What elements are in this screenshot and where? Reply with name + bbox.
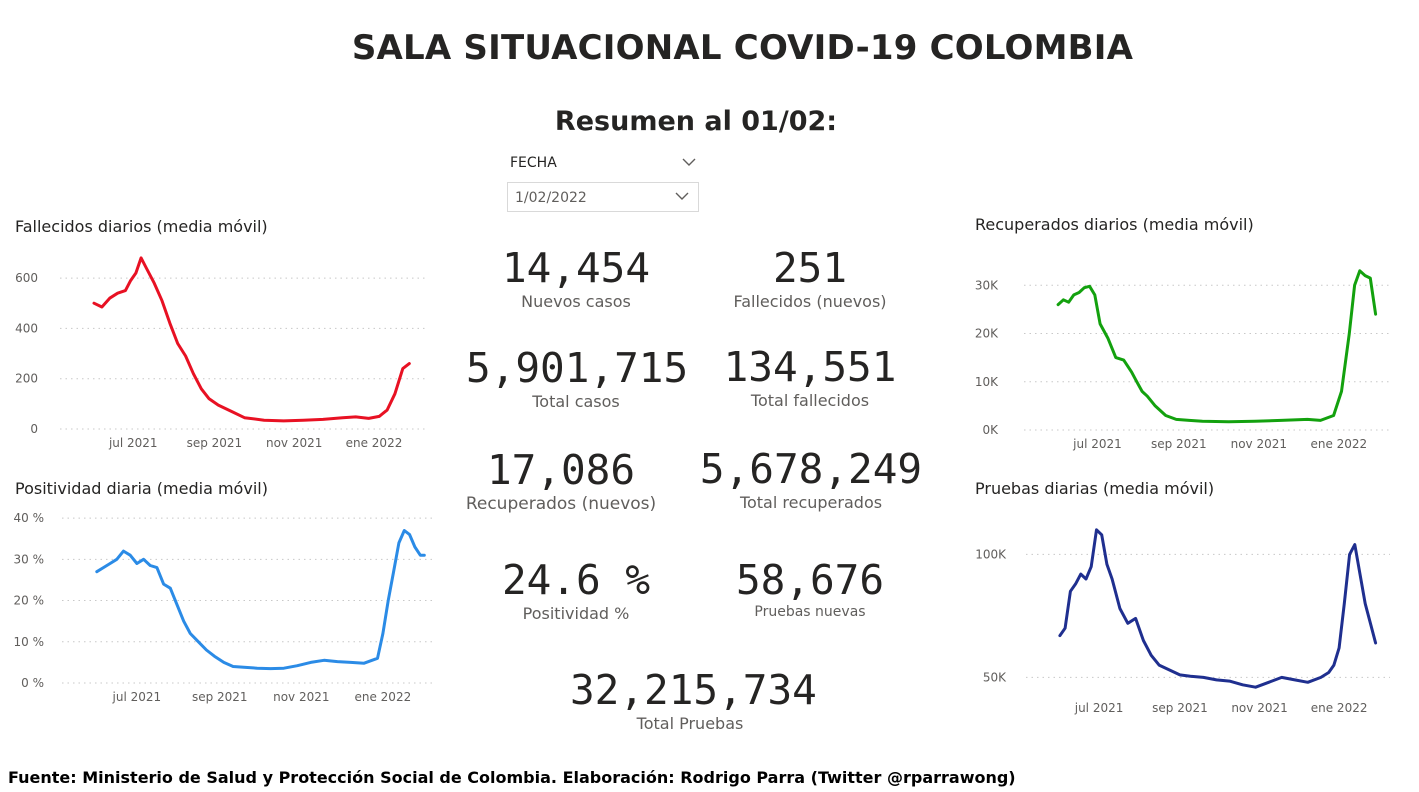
kpi-label: Total Pruebas [636,714,744,733]
x-tick-label: jul 2021 [1072,437,1122,451]
kpi-label: Total fallecidos [750,391,870,410]
y-tick-label: 0 [30,422,38,436]
x-tick-label: sep 2021 [1152,701,1208,715]
x-tick-label: nov 2021 [1231,701,1287,715]
kpi-value: 32,215,734 [570,666,817,714]
kpi-nuevos-casos: 14,454 Nuevos casos [476,244,676,311]
y-tick-label: 20K [975,327,999,341]
y-tick-label: 200 [15,372,38,386]
pruebas-chart-title: Pruebas diarias (media móvil) [975,479,1215,498]
x-tick-label: jul 2021 [112,690,162,704]
page-title: SALA SITUACIONAL COVID-19 COLOMBIA [351,28,1134,68]
x-tick-label: ene 2022 [1311,701,1368,715]
kpi-label: Nuevos casos [521,292,631,311]
x-tick-label: ene 2022 [1310,437,1367,451]
y-tick-label: 600 [15,271,38,285]
fecha-select[interactable]: 1/02/2022 [507,182,699,212]
kpi-value: 17,086 [486,446,636,494]
kpi-value: 14,454 [501,244,651,292]
y-tick-label: 30 % [14,552,45,566]
kpi-label: Total casos [532,392,620,411]
kpi-label: Fallecidos (nuevos) [733,292,887,311]
x-tick-label: sep 2021 [187,436,243,450]
kpi-positividad: 24.6 % Positividad % [476,556,676,623]
series-line-fallecidos [92,256,411,423]
kpi-total-casos: 5,901,715 Total casos [466,344,689,411]
kpi-label: Positividad % [522,604,630,623]
kpi-pruebas-nuevas: 58,676 Pruebas nuevas [710,556,910,620]
kpi-total-pruebas: 32,215,734 Total Pruebas [570,666,817,733]
recuperados-chart: 0K 10K 20K 30K jul 2021 sep 2021 nov 2021 ene 2… [975,269,1390,451]
fallecidos-chart: 0 200 400 600 jul 2021 sep 2021 nov 2021 ene 20… [15,256,425,450]
page-subtitle: Resumen al 01/02: [554,106,838,137]
kpi-value: 5,901,715 [466,344,689,392]
x-tick-label: nov 2021 [1231,437,1287,451]
fecha-select-value: 1/02/2022 [515,190,587,206]
y-tick-label: 400 [15,321,38,335]
x-tick-label: jul 2021 [1074,701,1124,715]
chevron-down-icon[interactable] [681,154,697,170]
x-tick-label: sep 2021 [1151,437,1207,451]
y-tick-label: 30K [975,278,999,292]
recuperados-chart-title: Recuperados diarios (media móvil) [975,215,1254,234]
chevron-down-icon [674,188,690,204]
kpi-total-recuperados: 5,678,249 Total recuperados [696,445,926,512]
x-tick-label: ene 2022 [354,690,411,704]
x-tick-label: sep 2021 [192,690,248,704]
kpi-fallecidos-nuevos: 251 Fallecidos (nuevos) [710,244,910,311]
fecha-filter-label: FECHA [510,155,557,171]
kpi-total-fallecidos: 134,551 Total fallecidos [700,343,920,410]
kpi-value: 251 [772,244,848,292]
x-tick-label: nov 2021 [266,436,322,450]
series-line-positividad [95,529,426,671]
kpi-value: 5,678,249 [699,445,923,493]
y-tick-label: 50K [983,670,1007,684]
positividad-chart: 0 % 10 % 20 % 30 % 40 % jul 2021 sep 2021 nov 2… [14,511,435,704]
source-footer: Fuente: Ministerio de Salud y Protección… [8,768,1016,787]
series-line-pruebas [1058,528,1378,689]
y-tick-label: 0 % [21,676,44,690]
kpi-label: Recuperados (nuevos) [465,494,657,514]
y-tick-label: 40 % [14,511,45,525]
x-tick-label: ene 2022 [346,436,403,450]
positividad-chart-title: Positividad diaria (media móvil) [15,479,268,498]
y-tick-label: 10 % [14,635,45,649]
fallecidos-chart-title: Fallecidos diarios (media móvil) [15,217,268,236]
pruebas-chart: 50K 100K jul 2021 sep 2021 nov 2021 ene 2022 [975,528,1390,715]
kpi-label: Total recuperados [739,493,883,512]
kpi-recuperados-nuevos: 17,086 Recuperados (nuevos) [461,446,661,514]
x-tick-label: nov 2021 [273,690,329,704]
kpi-label: Pruebas nuevas [754,604,866,620]
y-tick-label: 100K [975,547,1007,561]
kpi-value: 134,551 [723,343,897,391]
x-tick-label: jul 2021 [108,436,158,450]
y-tick-label: 10K [975,375,999,389]
kpi-value: 58,676 [735,556,885,604]
y-tick-label: 20 % [14,594,45,608]
y-tick-label: 0K [982,423,999,437]
kpi-value: 24.6 % [501,556,651,604]
series-line-recuperados [1056,269,1378,424]
